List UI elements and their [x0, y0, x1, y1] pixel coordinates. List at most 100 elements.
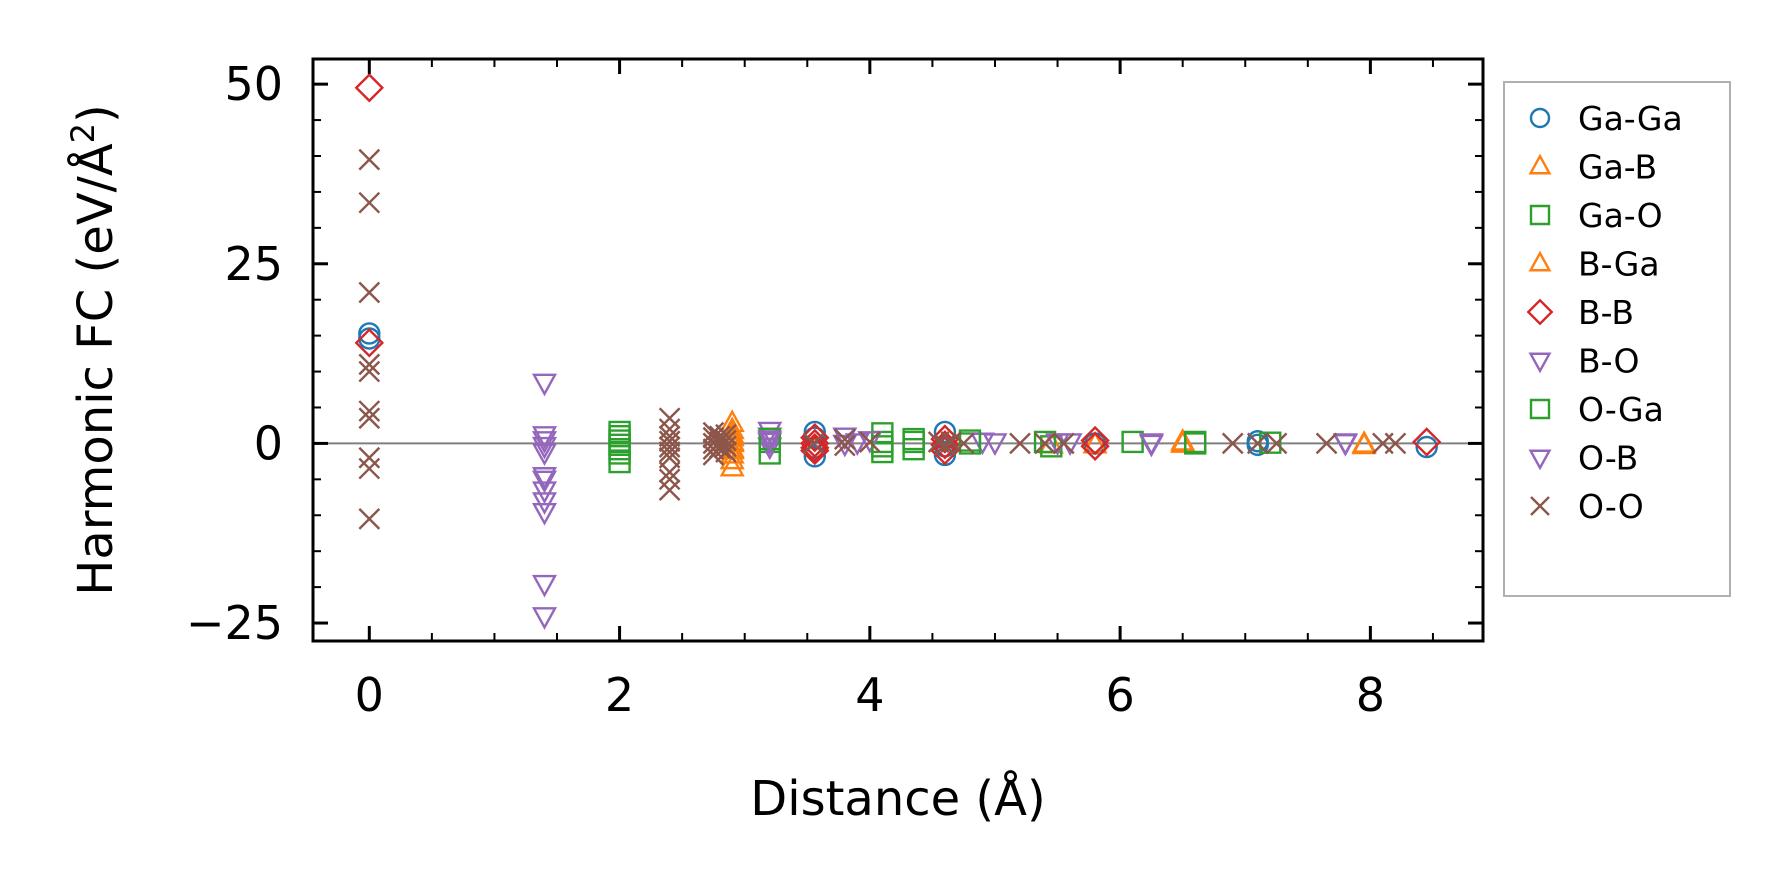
legend-entry-o-o: O-O [1530, 487, 1644, 526]
data-point-o-ga [1121, 430, 1144, 454]
data-point-b-o [531, 467, 558, 490]
data-point-o-o [952, 432, 975, 455]
series-b-b [354, 73, 1442, 466]
data-point-o-o [1221, 432, 1244, 455]
data-point-o-o [702, 426, 725, 449]
y-tick-label: 0 [254, 416, 283, 470]
legend-marker-o-ga [1529, 398, 1551, 420]
data-point-b-o [531, 470, 558, 494]
data-point-b-b [800, 428, 830, 459]
data-point-b-o [531, 436, 558, 460]
legend-entry-ga-b: Ga-B [1528, 148, 1657, 187]
data-point-b-b [930, 435, 960, 466]
data-point-b-b [1411, 427, 1442, 457]
legend-marker-ga-b [1528, 153, 1552, 175]
legend-marker-o-b [1528, 449, 1552, 471]
data-point-b-ga [1170, 427, 1196, 451]
data-point-ga-o [608, 450, 631, 474]
data-point-o-b [844, 433, 870, 456]
data-point-b-b [1080, 425, 1110, 456]
data-point-o-o [358, 191, 381, 214]
data-point-b-ga [1351, 430, 1377, 453]
data-point-o-o [715, 423, 737, 446]
data-point-b-o [969, 432, 995, 456]
x-tick-label: 6 [1105, 668, 1134, 722]
y-axis-title: Harmonic FC (eV/Å2) [64, 104, 124, 596]
y-tick-label: 25 [224, 237, 283, 291]
data-point-o-o [358, 446, 381, 469]
data-point-o-o [858, 431, 881, 453]
data-point-ga-ga [933, 420, 957, 444]
data-point-ga-ga [803, 426, 826, 449]
legend-marker-o-o [1530, 496, 1550, 516]
data-point-ga-o [1040, 435, 1063, 458]
data-point-o-ga [871, 435, 894, 458]
legend-label: O-O [1578, 487, 1644, 526]
y-tick-label: −25 [186, 596, 283, 650]
data-point-o-o [715, 429, 737, 452]
data-point-b-b [800, 435, 830, 466]
legend-marker-ga-ga [1529, 107, 1551, 129]
data-point-o-o [658, 479, 681, 501]
data-point-b-o [531, 502, 558, 526]
data-point-b-o [531, 574, 558, 598]
data-point-o-o [802, 432, 825, 455]
data-point-o-o [1246, 432, 1269, 455]
data-point-ga-ga [1246, 433, 1269, 457]
data-point-b-o [531, 431, 558, 454]
legend-label: B-Ga [1578, 245, 1660, 284]
data-point-ga-ga [1415, 435, 1438, 459]
data-point-b-o [982, 433, 1008, 456]
series-o-o [358, 148, 1407, 530]
data-point-ga-b [719, 453, 745, 477]
data-point-o-o [1034, 432, 1056, 455]
legend-entry-b-ga: B-Ga [1528, 245, 1660, 284]
legend-label: O-Ga [1578, 390, 1664, 429]
legend-entry-ga-o: Ga-O [1529, 196, 1663, 235]
legend-entry-o-ga: O-Ga [1529, 390, 1664, 429]
data-point-o-o [358, 457, 381, 480]
data-point-o-ga [758, 427, 781, 451]
data-point-o-b [1138, 433, 1164, 456]
y-axis-title-sup: 2 [64, 123, 102, 143]
data-point-o-o [1315, 432, 1338, 455]
data-point-o-o [658, 407, 681, 430]
legend-marker-b-ga [1528, 250, 1552, 272]
x-tick-label: 8 [1356, 668, 1385, 722]
data-point-o-o [658, 425, 681, 448]
legend-label: Ga-O [1578, 196, 1663, 235]
y-axis-title-close: ) [68, 104, 124, 123]
data-point-b-b [354, 73, 385, 103]
data-point-o-ga [958, 429, 982, 452]
data-point-o-o [358, 360, 381, 383]
x-tick-label: 4 [855, 668, 884, 722]
data-point-o-o [658, 441, 681, 463]
data-point-o-o [658, 430, 681, 453]
data-point-o-o [358, 281, 381, 304]
data-point-ga-ga [358, 322, 381, 345]
series-b-o [531, 373, 1358, 630]
data-point-b-o [531, 492, 558, 515]
legend: Ga-Ga Ga-B Ga-O B-Ga B-B B-O O-Ga O-B O-O [1503, 81, 1731, 597]
series-ga-o [608, 420, 1207, 474]
legend-entry-o-b: O-B [1528, 439, 1638, 478]
data-point-o-o [358, 353, 381, 376]
legend-label: B-O [1578, 342, 1639, 381]
legend-label: B-B [1578, 293, 1634, 332]
data-point-ga-o [608, 429, 631, 452]
legend-entry-b-o: B-O [1528, 342, 1639, 381]
data-point-b-b [800, 433, 830, 463]
x-tick-label: 0 [355, 668, 384, 722]
data-point-b-o [531, 373, 558, 397]
axes-ticks: 0 2 4 6 8 −25 0 25 50 [186, 57, 1483, 722]
data-point-b-o [531, 481, 558, 505]
data-point-o-o [1265, 432, 1288, 455]
legend-entry-b-b: B-B [1526, 293, 1634, 332]
data-point-o-o [934, 433, 956, 456]
data-point-o-o [358, 400, 381, 422]
legend-label: Ga-Ga [1578, 99, 1683, 138]
data-point-b-o [531, 426, 558, 449]
data-point-o-o [1009, 432, 1031, 455]
data-point-o-o [658, 461, 681, 483]
data-point-o-b [1332, 433, 1358, 457]
